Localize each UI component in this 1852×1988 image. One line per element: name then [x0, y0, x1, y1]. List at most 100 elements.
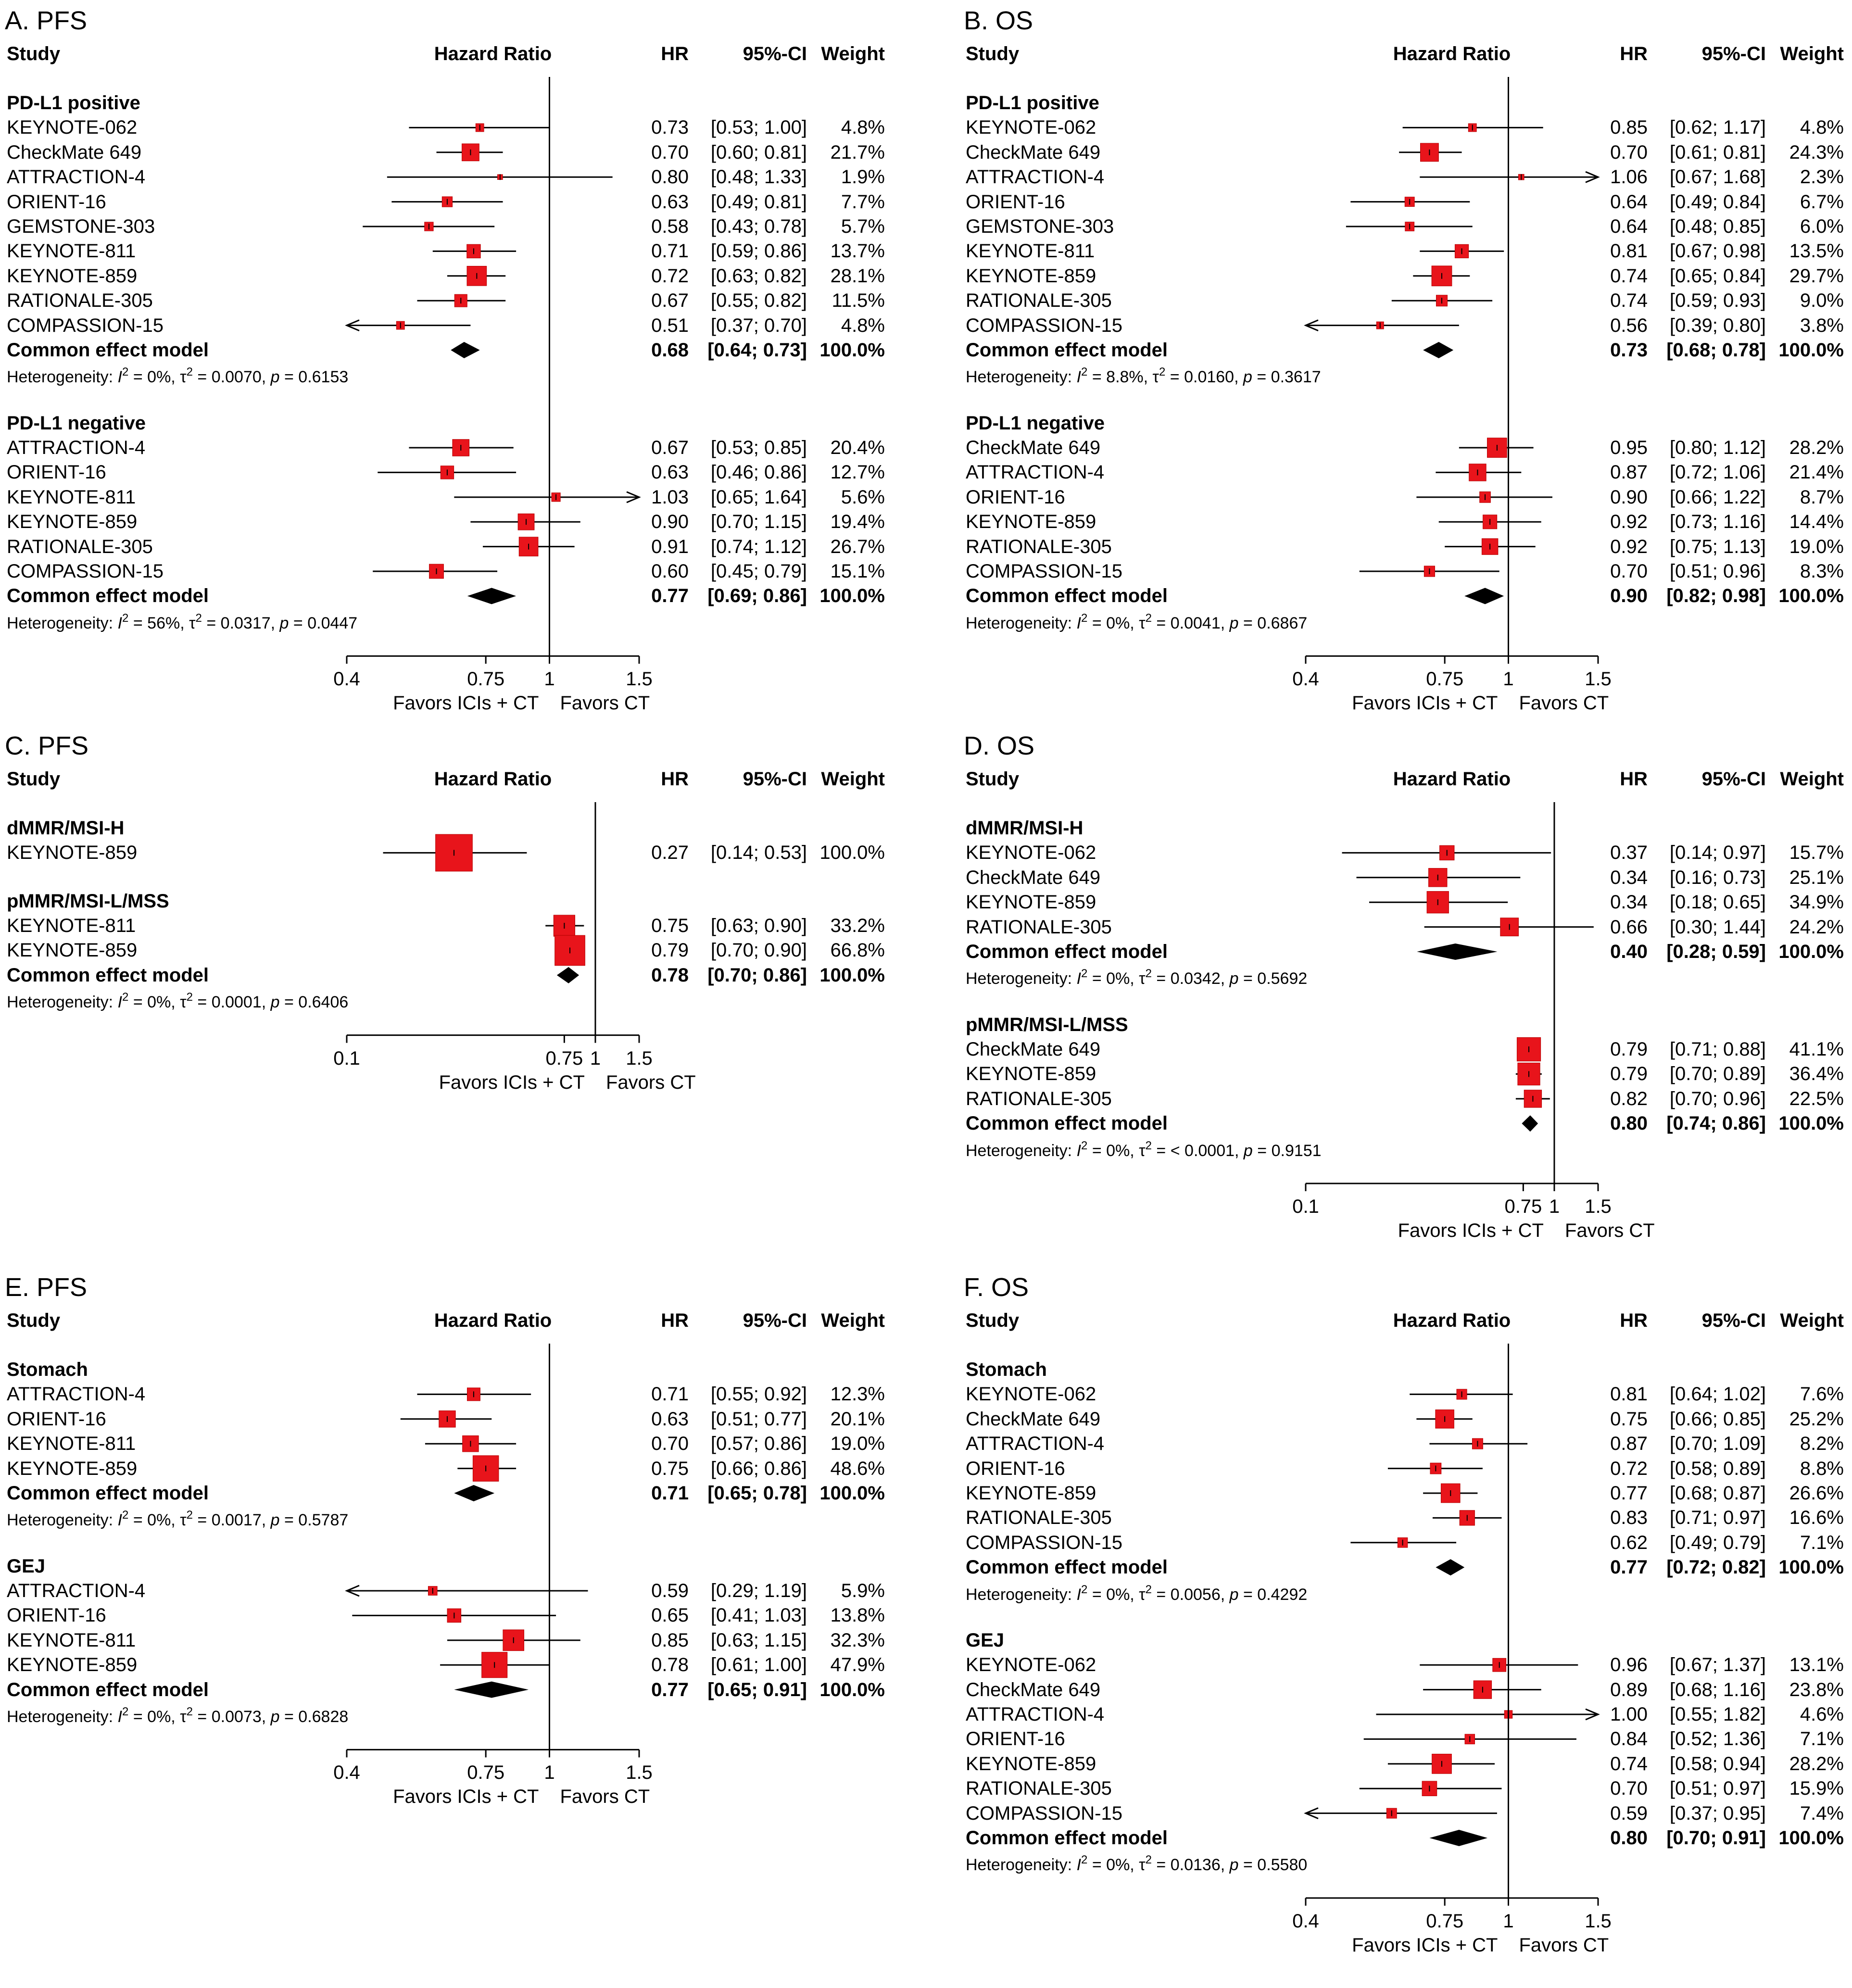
hr-value: 0.59	[1610, 1802, 1648, 1824]
tau2-symbol: τ	[189, 614, 196, 632]
hr-value: 0.79	[1610, 1063, 1648, 1085]
study-label: ORIENT-16	[7, 462, 106, 483]
subgroup-label: dMMR/MSI-H	[7, 818, 125, 839]
subgroup-label: PD-L1 positive	[966, 92, 1099, 113]
weight-value: 12.3%	[830, 1384, 885, 1405]
study-label: ATTRACTION-4	[7, 166, 146, 188]
p-symbol: p	[270, 1708, 280, 1726]
header-study: Study	[7, 43, 61, 64]
study-label: KEYNOTE-859	[966, 1483, 1096, 1504]
x-tick-label: 1	[590, 1047, 601, 1069]
i2-value: = 0%,	[128, 1511, 180, 1530]
weight-value: 25.1%	[1789, 867, 1844, 888]
ci-value: [0.55; 0.92]	[710, 1384, 807, 1405]
x-tick-label: 0.75	[1426, 1910, 1464, 1932]
weight-value: 2.3%	[1800, 166, 1844, 188]
ci-value: [0.72; 1.06]	[1669, 462, 1766, 483]
study-label: COMPASSION-15	[966, 1532, 1122, 1553]
ci-value: [0.51; 0.97]	[1669, 1778, 1766, 1799]
ci-value: [0.63; 1.15]	[710, 1629, 807, 1651]
subgroup-label: pMMR/MSI-L/MSS	[966, 1014, 1128, 1035]
study-label: CheckMate 649	[966, 141, 1101, 163]
hr-value: 0.65	[651, 1605, 689, 1626]
pooled-hr: 0.90	[1610, 585, 1648, 607]
heterogeneity-label: Heterogeneity:	[7, 993, 118, 1012]
tau2-sup: 2	[195, 611, 202, 625]
x-tick-label: 0.75	[545, 1047, 583, 1069]
ci-value: [0.57; 0.86]	[710, 1433, 807, 1455]
hr-value: 0.82	[1610, 1088, 1648, 1109]
forest-plot-svg	[345, 77, 641, 664]
favors-left-label: Favors ICIs + CT	[393, 1786, 539, 1808]
ci-arrow-right	[1585, 1708, 1600, 1721]
hr-value: 0.83	[1610, 1507, 1648, 1529]
subgroup-label: PD-L1 negative	[966, 412, 1105, 434]
tau2-value: = 0.0317,	[202, 614, 280, 632]
heterogeneity-label: Heterogeneity:	[7, 368, 118, 387]
heterogeneity-label: Heterogeneity:	[7, 1708, 118, 1726]
study-label: COMPASSION-15	[966, 1802, 1122, 1824]
pooled-label: Common effect model	[966, 585, 1168, 607]
heterogeneity-label: Heterogeneity:	[7, 1511, 118, 1530]
study-label: KEYNOTE-859	[7, 265, 138, 287]
tau2-value: = 0.0073,	[192, 1708, 271, 1726]
tau2-symbol: τ	[1139, 614, 1146, 632]
header-study: Study	[966, 43, 1020, 64]
pooled-diamond	[556, 967, 580, 983]
heterogeneity-label: Heterogeneity:	[966, 969, 1077, 988]
ci-value: [0.59; 0.86]	[710, 240, 807, 262]
ci-value: [0.43; 0.78]	[710, 216, 807, 237]
pooled-diamond	[467, 588, 517, 604]
p-value: = 0.6153	[279, 368, 349, 387]
hr-value: 0.56	[1610, 315, 1648, 336]
pooled-label: Common effect model	[7, 964, 209, 986]
tau2-symbol: τ	[180, 993, 187, 1012]
hr-value: 0.77	[1610, 1483, 1648, 1504]
ci-value: [0.67; 1.68]	[1669, 166, 1766, 188]
x-tick-label: 0.1	[1292, 1196, 1319, 1218]
study-label: RATIONALE-305	[966, 1778, 1112, 1799]
ci-value: [0.67; 1.37]	[1669, 1654, 1766, 1676]
study-label: CheckMate 649	[966, 437, 1101, 459]
study-label: ATTRACTION-4	[7, 1580, 146, 1602]
tau2-sup: 2	[1145, 1583, 1152, 1596]
hr-value: 0.74	[1610, 1753, 1648, 1774]
header-study: Study	[966, 1310, 1020, 1331]
hr-value: 0.92	[1610, 536, 1648, 557]
study-label: KEYNOTE-811	[7, 915, 136, 937]
ci-value: [0.55; 0.82]	[710, 290, 807, 312]
study-label: KEYNOTE-062	[966, 1654, 1096, 1676]
i2-sup: 2	[1081, 1583, 1088, 1596]
study-label: KEYNOTE-859	[966, 265, 1096, 287]
ci-value: [0.59; 0.93]	[1669, 290, 1766, 312]
weight-value: 15.1%	[830, 561, 885, 582]
study-label: CheckMate 649	[966, 1039, 1101, 1060]
pooled-hr: 0.40	[1610, 941, 1648, 962]
hr-value: 0.80	[651, 166, 689, 188]
i2-symbol: I	[1076, 368, 1082, 387]
hr-value: 0.85	[651, 1629, 689, 1651]
ci-arrow-left	[345, 1585, 360, 1597]
pooled-diamond	[451, 342, 480, 358]
forest-panel-1: A. PFS Study Hazard Ratio HR 95%-CI Weight PD-…	[0, 0, 914, 721]
forest-plot-svg	[345, 1344, 640, 1758]
pooled-ci: [0.65; 0.91]	[707, 1679, 807, 1700]
weight-value: 34.9%	[1789, 892, 1844, 913]
ci-arrow-left	[1304, 1807, 1319, 1820]
hr-value: 0.78	[651, 1654, 689, 1676]
study-label: KEYNOTE-062	[7, 117, 138, 138]
study-label: KEYNOTE-811	[7, 486, 136, 508]
tau2-symbol: τ	[180, 1511, 187, 1530]
weight-value: 20.1%	[830, 1408, 885, 1430]
hr-value: 0.70	[651, 141, 689, 163]
pooled-ci: [0.64; 0.73]	[707, 340, 807, 361]
hr-value: 0.71	[651, 240, 689, 262]
x-tick-label: 0.4	[333, 668, 360, 690]
tau2-symbol: τ	[1139, 969, 1146, 988]
heterogeneity-text: Heterogeneity: I2 = 0%, τ2 = 0.0342, p =…	[966, 968, 1307, 987]
weight-value: 7.7%	[841, 191, 885, 213]
tau2-sup: 2	[186, 991, 193, 1004]
hr-value: 1.03	[651, 486, 689, 508]
x-tick-label: 1	[544, 668, 555, 690]
hr-value: 0.81	[1610, 1384, 1648, 1405]
